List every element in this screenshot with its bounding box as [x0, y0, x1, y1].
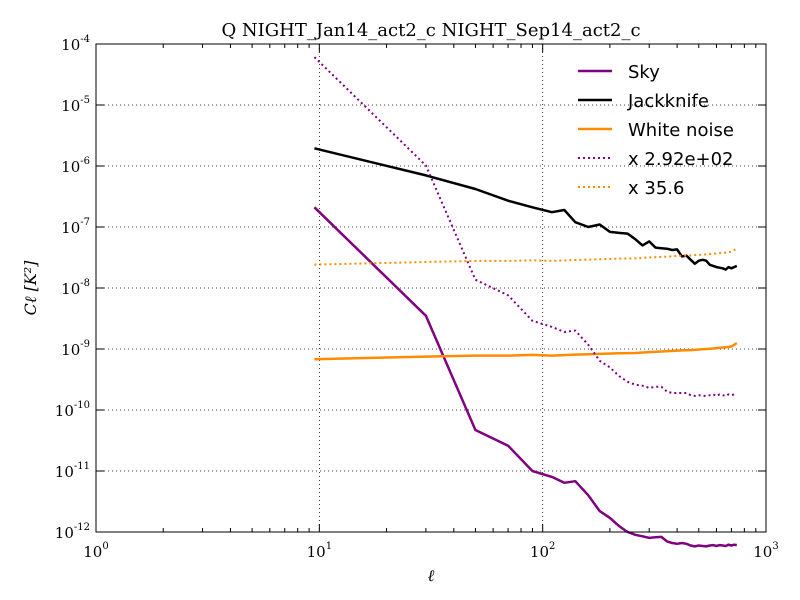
x-tick-label: 102: [530, 541, 555, 561]
x-axis-label: ℓ: [428, 566, 435, 585]
legend-label: x 2.92e+02: [628, 149, 734, 170]
series-line-jackknife: [314, 147, 738, 271]
series-layer: [313, 56, 738, 548]
x-tick-label: 100: [83, 541, 108, 561]
series-line-sky: [313, 206, 737, 548]
series-line-x-2-92e-02: [313, 56, 737, 397]
y-tick-label: 10-9: [61, 339, 90, 359]
tick-layer: [95, 43, 767, 533]
y-tick-label: 10-12: [55, 522, 90, 542]
y-tick-label: 10-4: [61, 34, 90, 54]
x-tick-label: 103: [753, 541, 778, 561]
y-axis-label: Cℓ [K²]: [21, 260, 40, 316]
y-tick-label: 10-10: [55, 400, 90, 420]
series-line-white-noise: [314, 342, 738, 361]
legend: Sky Jackknife White noise x 2.92e+02 x 35.6: [578, 62, 734, 199]
y-tick-label: 10-6: [61, 156, 90, 176]
chart-title: Q NIGHT_Jan14_act2_c NIGHT_Sep14_act2_c: [221, 20, 640, 41]
legend-label: x 35.6: [628, 178, 684, 199]
y-tick-label: 10-5: [61, 95, 90, 115]
legend-label: Jackknife: [627, 91, 709, 112]
series-line-x-35-6: [314, 247, 738, 266]
y-tick-label: 10-8: [61, 278, 90, 298]
grid-layer: [96, 44, 766, 532]
y-tick-label: 10-7: [61, 217, 90, 237]
x-tick-label: 101: [307, 541, 332, 561]
legend-label: Sky: [628, 62, 660, 83]
label-layer: 100 101 102 103 10-12 10-11 10-10 10-9 10-8 10-7 1…: [55, 34, 779, 561]
legend-label: White noise: [628, 120, 734, 141]
y-tick-label: 10-11: [55, 461, 90, 481]
